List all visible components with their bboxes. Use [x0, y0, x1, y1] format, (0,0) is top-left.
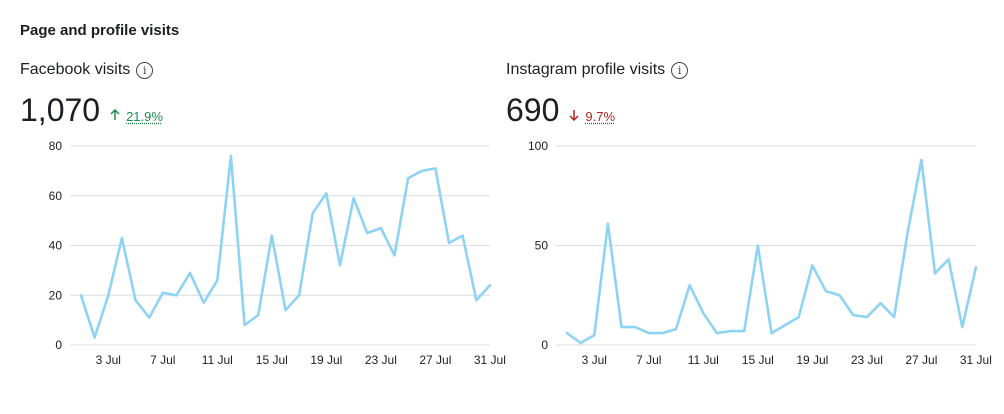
section-title: Page and profile visits	[20, 22, 180, 39]
x-tick-label: 3 Jul	[582, 353, 607, 367]
instagram-data-point[interactable]	[932, 270, 938, 276]
facebook-panel: Facebook visits i 1,070 21.9%	[0, 0, 500, 414]
facebook-visits-title: Facebook visits	[20, 61, 131, 78]
instagram-data-point[interactable]	[877, 300, 883, 306]
instagram-data-point[interactable]	[741, 328, 747, 334]
y-tick-label: 20	[49, 288, 63, 302]
instagram-data-point[interactable]	[591, 332, 597, 338]
instagram-data-point[interactable]	[687, 282, 693, 288]
instagram-data-point[interactable]	[659, 330, 665, 336]
x-tick-label: 27 Jul	[419, 353, 451, 367]
facebook-series-line[interactable]	[79, 154, 492, 339]
x-tick-label: 15 Jul	[742, 353, 774, 367]
x-tick-label: 19 Jul	[796, 353, 828, 367]
x-tick-label: 7 Jul	[150, 353, 175, 367]
x-tick-label: 3 Jul	[96, 353, 121, 367]
y-tick-label: 100	[528, 139, 548, 153]
instagram-data-point[interactable]	[564, 330, 570, 336]
instagram-data-point[interactable]	[605, 221, 611, 227]
facebook-change-percent[interactable]: 21.9%	[126, 109, 163, 124]
instagram-data-point[interactable]	[959, 324, 965, 330]
x-tick-label: 7 Jul	[636, 353, 661, 367]
instagram-data-point[interactable]	[714, 330, 720, 336]
instagram-data-point[interactable]	[755, 243, 761, 249]
instagram-visits-total: 690 9.7%	[506, 92, 615, 129]
arrow-down-icon	[569, 109, 579, 124]
instagram-visits-label: Instagram profile visits i	[506, 61, 689, 79]
instagram-data-point[interactable]	[578, 340, 584, 346]
instagram-data-point[interactable]	[891, 314, 897, 320]
instagram-data-point[interactable]	[646, 330, 652, 336]
instagram-data-point[interactable]	[728, 328, 734, 334]
x-tick-label: 31 Jul	[474, 353, 506, 367]
x-tick-label: 11 Jul	[202, 353, 233, 367]
instagram-change: 9.7%	[569, 109, 615, 124]
instagram-data-point[interactable]	[700, 310, 706, 316]
instagram-data-point[interactable]	[850, 312, 856, 318]
instagram-data-point[interactable]	[768, 330, 774, 336]
instagram-data-point[interactable]	[782, 322, 788, 328]
instagram-data-point[interactable]	[918, 157, 924, 163]
instagram-change-percent[interactable]: 9.7%	[585, 109, 616, 124]
instagram-data-point[interactable]	[946, 256, 952, 262]
instagram-panel: Instagram profile visits i 690 9.7%	[486, 0, 1004, 414]
instagram-data-point[interactable]	[973, 264, 979, 270]
facebook-visits-total: 1,070 21.9%	[20, 92, 163, 129]
x-tick-label: 15 Jul	[256, 353, 288, 367]
instagram-series-line[interactable]	[565, 158, 978, 345]
arrow-up-icon	[110, 108, 120, 124]
x-tick-label: 31 Jul	[960, 353, 992, 367]
instagram-data-point[interactable]	[837, 292, 843, 298]
y-tick-label: 60	[49, 189, 63, 203]
info-icon[interactable]: i	[136, 61, 154, 79]
y-tick-label: 50	[535, 239, 549, 253]
instagram-data-point[interactable]	[864, 314, 870, 320]
instagram-data-point[interactable]	[809, 262, 815, 268]
instagram-data-point[interactable]	[905, 229, 911, 235]
x-tick-label: 19 Jul	[310, 353, 342, 367]
instagram-data-point[interactable]	[823, 288, 829, 294]
instagram-visits-title: Instagram profile visits	[506, 61, 666, 78]
instagram-data-point[interactable]	[632, 324, 638, 330]
x-tick-label: 23 Jul	[365, 353, 397, 367]
y-tick-label: 0	[541, 338, 548, 352]
x-tick-label: 27 Jul	[905, 353, 937, 367]
instagram-visits-value: 690	[506, 92, 560, 128]
instagram-data-point[interactable]	[619, 324, 625, 330]
facebook-visits-value: 1,070	[20, 92, 101, 128]
facebook-visits-label: Facebook visits i	[20, 61, 154, 79]
facebook-change: 21.9%	[110, 108, 163, 124]
x-tick-label: 11 Jul	[688, 353, 719, 367]
instagram-data-point[interactable]	[673, 326, 679, 332]
y-tick-label: 40	[49, 239, 63, 253]
instagram-data-point[interactable]	[796, 314, 802, 320]
y-tick-label: 80	[49, 139, 63, 153]
info-icon[interactable]: i	[671, 61, 689, 79]
y-tick-label: 0	[55, 338, 62, 352]
x-tick-label: 23 Jul	[851, 353, 883, 367]
